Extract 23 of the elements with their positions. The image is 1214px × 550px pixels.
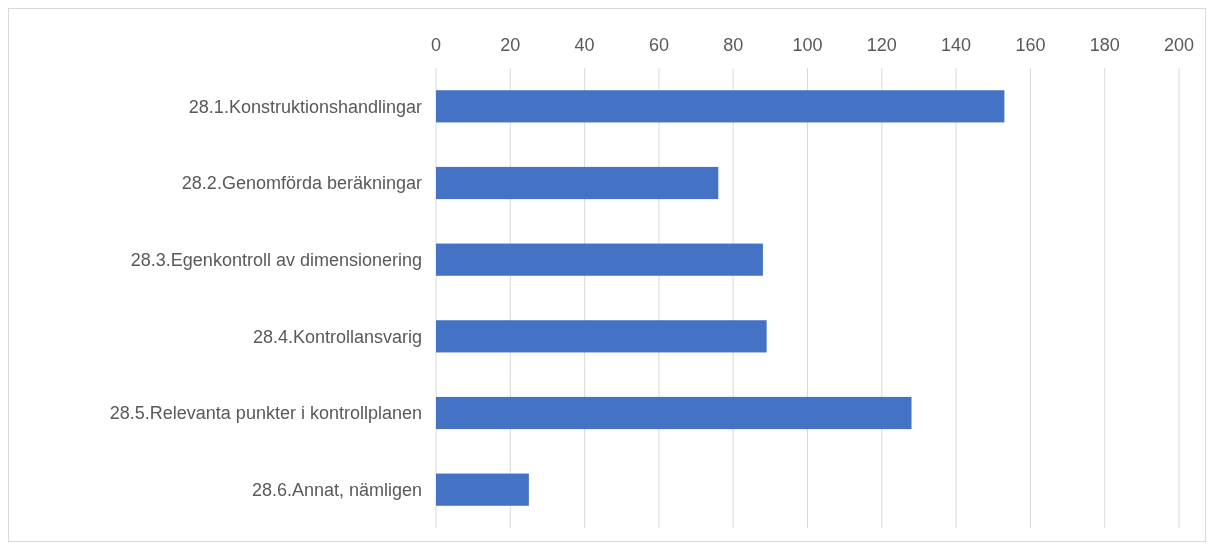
bar bbox=[436, 320, 767, 353]
y-tick-label: 28.1.Konstruktionshandlingar bbox=[188, 96, 423, 117]
y-tick-label: 28.6.Annat, nämligen bbox=[251, 479, 422, 500]
x-tick-label: 60 bbox=[648, 35, 669, 55]
x-tick-label: 0 bbox=[430, 35, 442, 55]
x-tick-label: 200 bbox=[1163, 35, 1195, 55]
bar bbox=[436, 396, 912, 430]
x-tick-label: 120 bbox=[866, 35, 897, 55]
x-tick-label: 160 bbox=[1015, 35, 1046, 55]
x-tick-label: 20 bbox=[500, 35, 521, 55]
y-tick-label: 28.3.Egenkontroll av dimensionering bbox=[130, 249, 422, 270]
x-tick-label: 80 bbox=[723, 35, 744, 55]
y-tick-label: 28.4.Kontrollansvarig bbox=[252, 326, 422, 347]
bar bbox=[436, 90, 1005, 123]
bar bbox=[436, 166, 719, 200]
x-tick-label: 180 bbox=[1089, 35, 1120, 55]
bar bbox=[436, 243, 763, 276]
bar bbox=[436, 473, 529, 506]
y-tick-label: 28.5.Relevanta punkter i kontrollplanen bbox=[109, 403, 422, 424]
y-tick-label: 28.2.Genomförda beräkningar bbox=[181, 173, 422, 194]
x-tick-label: 140 bbox=[941, 35, 972, 55]
x-tick-label: 40 bbox=[574, 35, 595, 55]
x-tick-label: 100 bbox=[792, 35, 823, 55]
